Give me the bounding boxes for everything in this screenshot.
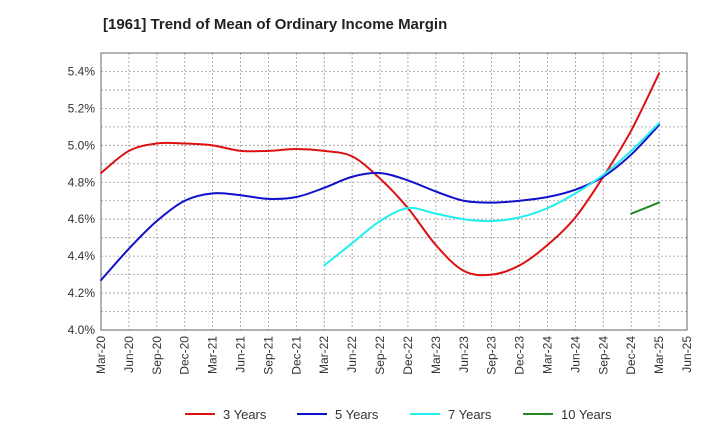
x-tick-label: Dec-24	[624, 336, 638, 375]
y-tick-label: 5.0%	[68, 138, 96, 152]
series-lines	[100, 72, 661, 282]
y-tick-label: 5.4%	[68, 64, 96, 78]
x-tick-label: Mar-20	[94, 336, 108, 374]
series-line-7-years	[323, 122, 661, 267]
x-tick-label: Dec-22	[401, 336, 415, 375]
x-tick-label: Mar-24	[540, 336, 554, 374]
x-tick-label: Sep-21	[261, 336, 275, 375]
x-tick-label: Mar-22	[317, 336, 331, 374]
legend-label-3-years: 3 Years	[223, 407, 267, 422]
x-tick-label: Jun-20	[122, 336, 136, 373]
x-tick-label: Mar-25	[652, 336, 666, 374]
x-tick-label: Sep-22	[373, 336, 387, 375]
x-tick-label: Jun-25	[680, 336, 694, 373]
series-line-5-years	[100, 124, 661, 282]
x-tick-label: Sep-24	[596, 336, 610, 375]
series-line-3-years	[100, 72, 661, 277]
y-tick-label: 5.2%	[68, 101, 96, 115]
x-tick-label: Jun-23	[457, 336, 471, 373]
legend-label-5-years: 5 Years	[335, 407, 379, 422]
y-tick-label: 4.4%	[68, 249, 96, 263]
y-tick-label: 4.0%	[68, 323, 96, 337]
y-tick-label: 4.6%	[68, 212, 96, 226]
x-tick-label: Jun-22	[345, 336, 359, 373]
x-axis-tick-labels: Mar-20 Jun-20 Sep-20 Dec-20 Mar-21 Jun-21 Sep-…	[94, 336, 694, 375]
plot-area	[100, 52, 688, 331]
x-tick-label: Sep-20	[150, 336, 164, 375]
chart-title: [1961] Trend of Mean of Ordinary Income …	[103, 16, 448, 33]
y-tick-label: 4.8%	[68, 175, 96, 189]
y-axis-tick-labels: 4.0% 4.2% 4.4% 4.6% 4.8% 5.0% 5.2% 5.4%	[68, 64, 96, 337]
legend: 3 Years 5 Years 7 Years 10 Years	[185, 407, 612, 422]
x-tick-label: Jun-24	[568, 336, 582, 373]
y-tick-label: 4.2%	[68, 286, 96, 300]
x-tick-label: Mar-23	[429, 336, 443, 374]
x-tick-label: Dec-21	[289, 336, 303, 375]
x-tick-label: Dec-20	[178, 336, 192, 375]
series-line-10-years	[630, 201, 661, 215]
x-tick-label: Sep-23	[485, 336, 499, 375]
x-tick-label: Jun-21	[234, 336, 248, 373]
x-tick-label: Dec-23	[513, 336, 527, 375]
legend-label-10-years: 10 Years	[561, 407, 612, 422]
x-tick-label: Mar-21	[206, 336, 220, 374]
legend-label-7-years: 7 Years	[448, 407, 492, 422]
